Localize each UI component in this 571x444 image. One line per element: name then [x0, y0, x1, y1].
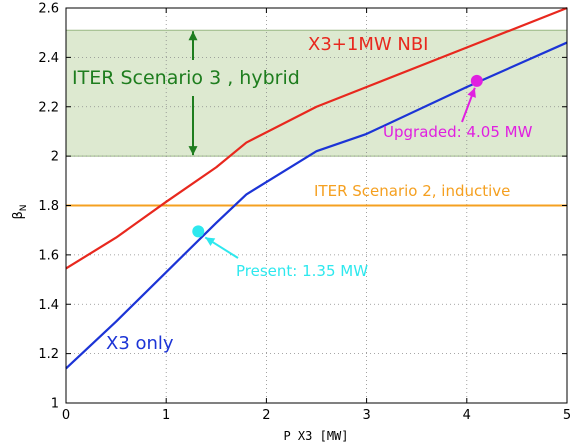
- x-axis-label: P X3 [MW]: [283, 429, 348, 443]
- axis-layer: P X3 [MW] βN 0 1 2 3 4 511.21.41.61.822.22.42…: [11, 2, 571, 444]
- x-tick-label: 0: [62, 408, 70, 423]
- annotation-layer: ITER Scenario 3 , hybrid ITER Scenario 2…: [72, 34, 533, 354]
- y-tick-label: 1.2: [38, 347, 59, 362]
- y-tick-label: 2.4: [38, 51, 59, 66]
- y-tick-label: 1.8: [38, 199, 59, 214]
- hline-label-scenario2: ITER Scenario 2, inductive: [314, 182, 510, 200]
- band-arrow-down-head: [188, 146, 198, 156]
- y-tick-label: 2.6: [38, 2, 59, 17]
- point-label-upgraded: Upgraded: 4.05 MW: [383, 123, 533, 141]
- band-arrow-up: [188, 31, 198, 60]
- pointer-arrow-upgraded: [461, 87, 476, 123]
- data-point-present: [192, 225, 205, 238]
- pointer-arrow-present-head: [205, 237, 216, 247]
- x-tick-label: 3: [362, 408, 370, 423]
- y-tick-label: 2: [51, 150, 59, 165]
- x-tick-label: 4: [463, 408, 471, 423]
- shaded-band-0: [66, 30, 567, 157]
- series-layer: [65, 6, 568, 370]
- band-label-scenario3: ITER Scenario 3 , hybrid: [72, 67, 300, 89]
- band-arrow-up-head: [188, 31, 198, 41]
- pointer-arrow-present: [204, 236, 239, 259]
- x-tick-label: 5: [563, 408, 571, 423]
- series-label-x3-only: X3 only: [106, 333, 174, 354]
- x-tick-label: 2: [262, 408, 270, 423]
- series-line-x3-nbi: [65, 6, 568, 270]
- pointer-arrow-upgraded-head: [467, 87, 476, 98]
- series-label-x3-nbi: X3+1MW NBI: [308, 34, 429, 55]
- x-tick-label: 1: [162, 408, 170, 423]
- y-tick-label: 1.6: [38, 248, 59, 263]
- svg-text:βN: βN: [11, 204, 29, 219]
- data-point-upgraded: [470, 74, 483, 87]
- y-tick-label: 1.4: [38, 298, 59, 313]
- point-layer: [192, 74, 483, 238]
- y-tick-label: 2.2: [38, 100, 59, 115]
- y-axis-label: βN: [11, 204, 29, 219]
- y-tick-label: 1: [51, 397, 59, 412]
- series-line-x3-only: [65, 41, 568, 370]
- point-label-present: Present: 1.35 MW: [236, 262, 368, 280]
- y-axis-label-main: β: [11, 211, 26, 219]
- band-layer: [66, 29, 567, 157]
- y-axis-label-sub: N: [19, 204, 29, 211]
- arrow-layer: [188, 31, 476, 259]
- band-arrow-down: [188, 96, 198, 156]
